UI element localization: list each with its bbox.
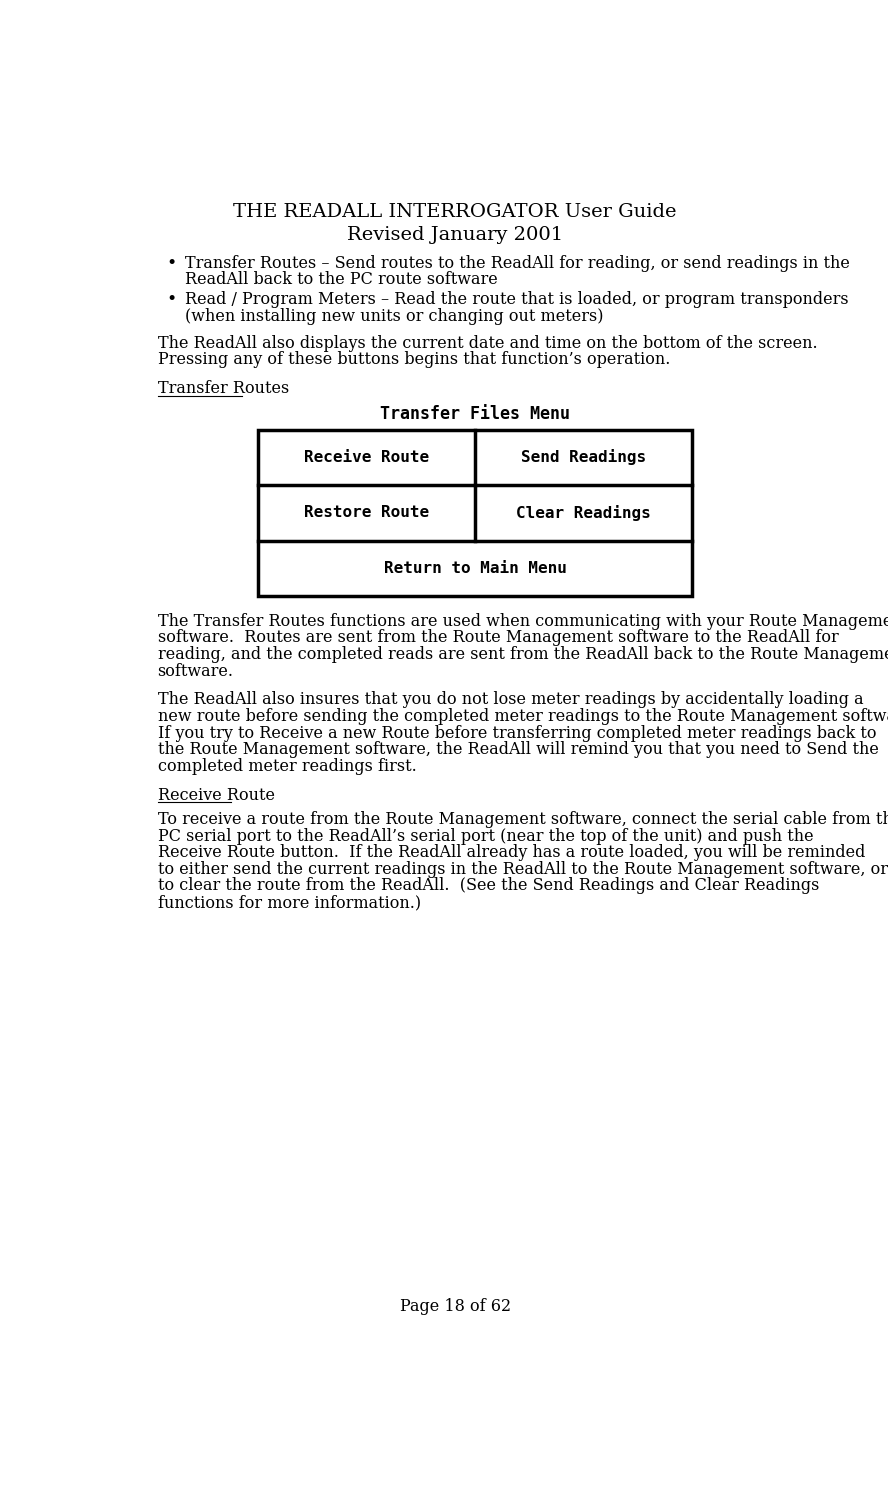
Text: reading, and the completed reads are sent from the ReadAll back to the Route Man: reading, and the completed reads are sen… bbox=[157, 646, 888, 662]
Text: The Transfer Routes functions are used when communicating with your Route Manage: The Transfer Routes functions are used w… bbox=[157, 613, 888, 629]
Bar bbox=[258, 429, 693, 597]
Text: ReadAll back to the PC route software: ReadAll back to the PC route software bbox=[186, 272, 498, 289]
Text: •: • bbox=[167, 254, 177, 272]
Text: Transfer Routes: Transfer Routes bbox=[157, 380, 289, 398]
Text: THE READALL INTERROGATOR User Guide: THE READALL INTERROGATOR User Guide bbox=[234, 202, 677, 220]
Text: Read / Program Meters – Read the route that is loaded, or program transponders: Read / Program Meters – Read the route t… bbox=[186, 292, 849, 308]
Text: Revised January 2001: Revised January 2001 bbox=[347, 226, 563, 244]
Text: Pressing any of these buttons begins that function’s operation.: Pressing any of these buttons begins tha… bbox=[157, 351, 670, 368]
Text: completed meter readings first.: completed meter readings first. bbox=[157, 758, 416, 774]
Text: If you try to Receive a new Route before transferring completed meter readings b: If you try to Receive a new Route before… bbox=[157, 725, 876, 742]
Text: Restore Route: Restore Route bbox=[305, 505, 429, 520]
Text: Clear Readings: Clear Readings bbox=[517, 505, 651, 520]
Text: Return to Main Menu: Return to Main Menu bbox=[384, 561, 567, 576]
Text: To receive a route from the Route Management software, connect the serial cable : To receive a route from the Route Manage… bbox=[157, 812, 888, 828]
Text: Receive Route: Receive Route bbox=[305, 450, 429, 465]
Text: Send Readings: Send Readings bbox=[521, 450, 646, 465]
Text: PC serial port to the ReadAll’s serial port (near the top of the unit) and push : PC serial port to the ReadAll’s serial p… bbox=[157, 828, 813, 845]
Text: software.  Routes are sent from the Route Management software to the ReadAll for: software. Routes are sent from the Route… bbox=[157, 629, 838, 646]
Text: The ReadAll also displays the current date and time on the bottom of the screen.: The ReadAll also displays the current da… bbox=[157, 335, 822, 351]
Text: to clear the route from the ReadAll.  (See the Send Readings and Clear Readings: to clear the route from the ReadAll. (Se… bbox=[157, 878, 819, 894]
Text: The ReadAll also insures that you do not lose meter readings by accidentally loa: The ReadAll also insures that you do not… bbox=[157, 692, 863, 709]
Text: Receive Route button.  If the ReadAll already has a route loaded, you will be re: Receive Route button. If the ReadAll alr… bbox=[157, 845, 865, 861]
Text: •: • bbox=[167, 292, 177, 308]
Text: Transfer Files Menu: Transfer Files Menu bbox=[380, 405, 570, 423]
Text: (when installing new units or changing out meters): (when installing new units or changing o… bbox=[186, 308, 604, 324]
Text: to either send the current readings in the ReadAll to the Route Management softw: to either send the current readings in t… bbox=[157, 861, 887, 878]
Text: functions for more information.): functions for more information.) bbox=[157, 894, 421, 910]
Text: software.: software. bbox=[157, 662, 234, 680]
Text: Transfer Routes – Send routes to the ReadAll for reading, or send readings in th: Transfer Routes – Send routes to the Rea… bbox=[186, 254, 851, 272]
Text: Page 18 of 62: Page 18 of 62 bbox=[400, 1298, 511, 1316]
Text: Receive Route: Receive Route bbox=[157, 786, 274, 803]
Text: the Route Management software, the ReadAll will remind you that you need to Send: the Route Management software, the ReadA… bbox=[157, 742, 878, 758]
Text: new route before sending the completed meter readings to the Route Management so: new route before sending the completed m… bbox=[157, 709, 888, 725]
